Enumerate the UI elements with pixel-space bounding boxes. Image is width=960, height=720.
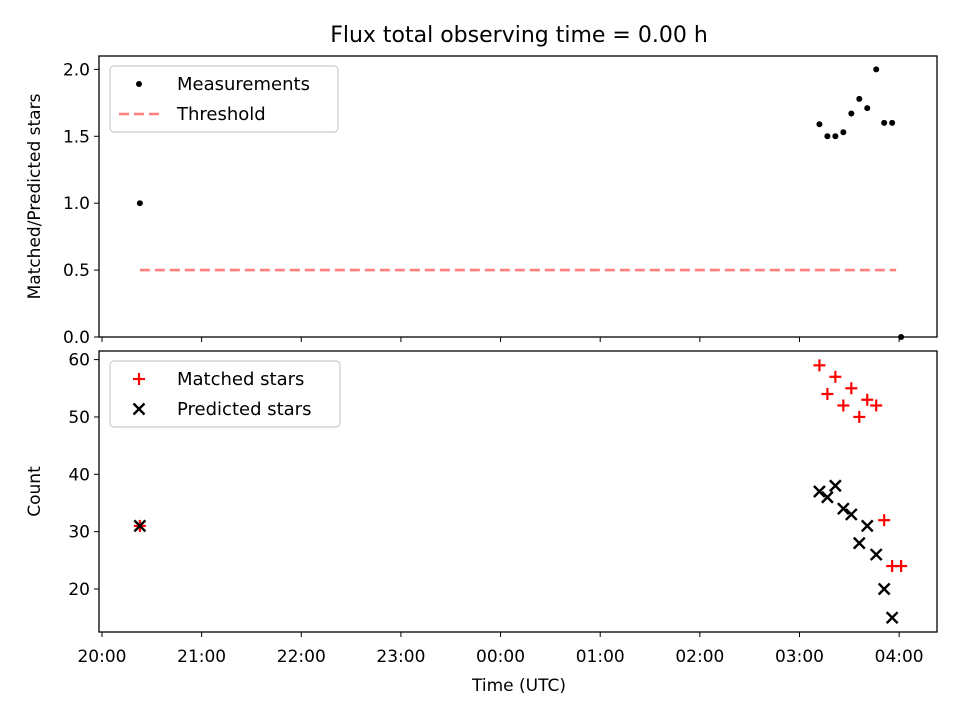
legend-label: Threshold	[176, 104, 266, 125]
data-point	[877, 582, 891, 596]
legend-label: Measurements	[177, 74, 310, 95]
x-tick-label: 22:00	[277, 647, 326, 667]
data-point	[813, 485, 826, 498]
legend-entry: Matched stars	[133, 369, 304, 390]
data-point	[870, 399, 883, 412]
x-tick-label: 01:00	[576, 647, 625, 667]
x-stroke	[885, 611, 899, 625]
legend-label: Matched stars	[177, 369, 304, 390]
series-predicted-stars	[133, 479, 899, 625]
data-point	[824, 133, 831, 140]
x-stroke	[813, 485, 826, 498]
data-point	[869, 548, 883, 561]
x-tick-label: 21:00	[177, 647, 226, 667]
legend-entry: Measurements	[136, 74, 310, 95]
data-point	[873, 66, 880, 73]
data-point	[133, 373, 145, 385]
data-point	[885, 611, 899, 625]
x-tick-label: 03:00	[775, 647, 824, 667]
data-point	[821, 490, 834, 504]
x-stroke	[844, 508, 858, 521]
ratio-panel: 0.0 0.5 1.0 1.5 2.0 Matched/Predicted stars Me…	[25, 55, 938, 348]
data-point	[878, 514, 891, 527]
x-stroke	[132, 402, 146, 416]
y-axis-label: Matched/Predicted stars	[25, 93, 45, 299]
count-panel: 20 30 40 50 60 20:00 21:00 22:00 23:00 00:00 01:00…	[25, 350, 938, 667]
legend: Matched stars Predicted stars	[109, 360, 341, 428]
data-point	[895, 560, 908, 573]
y-tick-label: 1.0	[63, 194, 90, 214]
data-point	[829, 479, 842, 493]
data-point	[132, 402, 146, 416]
y-tick-label: 20	[68, 580, 90, 600]
data-point	[889, 119, 896, 126]
y-axis-label: Count	[25, 466, 45, 517]
y-tick-label: 0.0	[63, 328, 90, 348]
data-point	[852, 536, 866, 550]
data-point	[860, 519, 874, 533]
data-point	[133, 519, 147, 533]
legend: Measurements Threshold	[109, 65, 339, 133]
data-point	[813, 359, 826, 372]
x-stroke	[877, 582, 891, 596]
y-tick-label: 0.5	[63, 261, 90, 281]
data-point	[821, 388, 834, 401]
x-stroke	[852, 536, 866, 550]
data-point	[836, 502, 850, 516]
y-tick-label: 40	[68, 465, 90, 485]
axes-frame	[98, 55, 938, 338]
x-tick-label: 02:00	[675, 647, 724, 667]
legend-box	[109, 360, 341, 428]
data-point	[816, 121, 823, 128]
legend-entry: Predicted stars	[132, 399, 311, 420]
x-stroke	[133, 519, 147, 533]
data-point	[845, 382, 858, 395]
x-stroke	[860, 519, 874, 533]
x-stroke	[829, 479, 842, 493]
series-matched-stars	[133, 359, 908, 573]
data-point	[856, 95, 863, 102]
x-stroke	[836, 502, 850, 516]
y-tick-label: 30	[68, 523, 90, 543]
axes-frame	[98, 350, 938, 633]
x-tick-label: 00:00	[476, 647, 525, 667]
data-point	[829, 370, 842, 383]
x-stroke	[869, 548, 883, 561]
data-point	[864, 105, 871, 112]
legend-label: Predicted stars	[177, 399, 311, 420]
y-tick-label: 1.5	[63, 127, 90, 147]
data-point	[136, 200, 143, 207]
data-point	[832, 133, 839, 140]
data-point	[840, 129, 847, 136]
series-measurements	[136, 66, 905, 340]
data-point	[853, 410, 866, 423]
x-tick-label: 04:00	[875, 647, 924, 667]
x-tick-label: 23:00	[376, 647, 425, 667]
data-point	[861, 393, 874, 406]
y-tick-label: 60	[68, 351, 90, 371]
data-point	[881, 119, 888, 126]
data-point	[837, 399, 850, 412]
legend-box	[109, 65, 339, 133]
x-stroke	[821, 490, 834, 504]
data-point	[136, 81, 142, 87]
data-point	[844, 508, 858, 521]
y-tick-label: 50	[68, 408, 90, 428]
data-point	[848, 110, 855, 117]
chart-title: Flux total observing time = 0.00 h	[330, 23, 708, 48]
x-axis-label: Time (UTC)	[471, 676, 566, 696]
y-tick-label: 2.0	[63, 60, 90, 80]
x-tick-label: 20:00	[77, 647, 126, 667]
legend-entry: Threshold	[119, 104, 266, 125]
